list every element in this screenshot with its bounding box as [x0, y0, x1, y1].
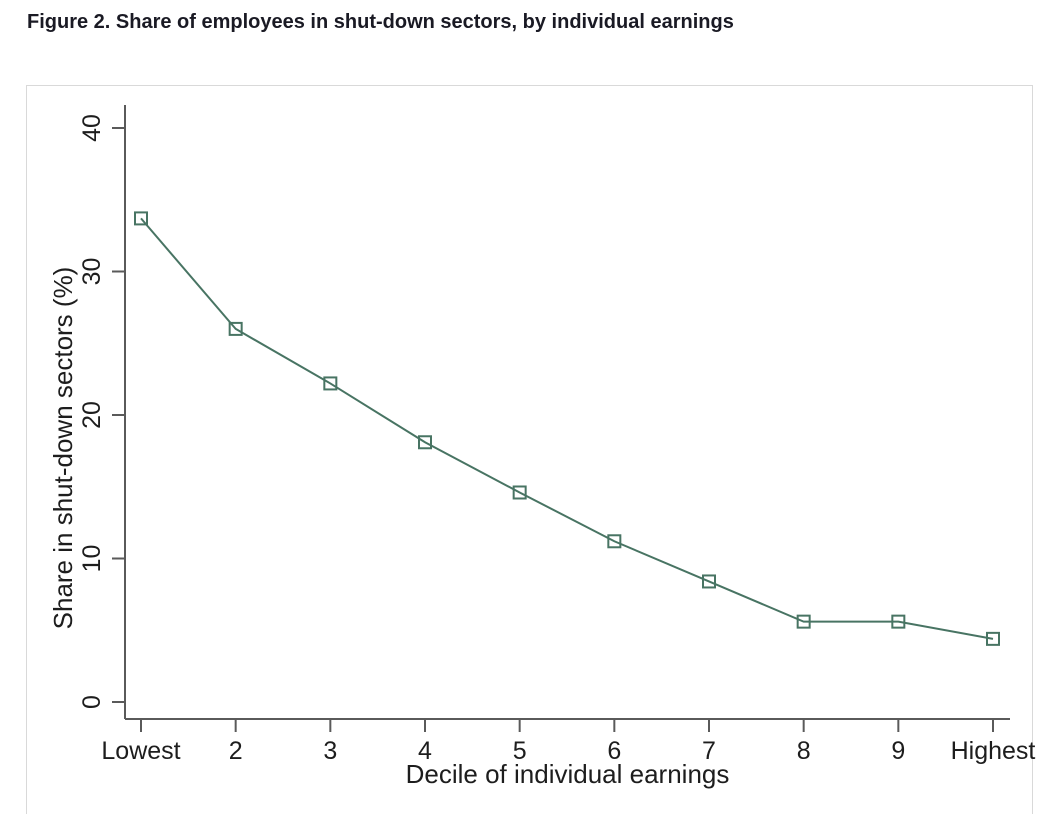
data-point-marker [607, 534, 622, 549]
data-point-marker [891, 614, 906, 629]
data-point-marker [986, 631, 1000, 646]
y-tick-label: 20 [78, 401, 106, 429]
data-line [140, 217, 994, 640]
x-tick-label: 6 [607, 737, 621, 765]
y-tick-label: 0 [78, 695, 106, 709]
data-point-marker [134, 211, 148, 226]
y-tick-label: 10 [78, 545, 106, 573]
data-point-marker [512, 485, 527, 500]
figure-title: Figure 2. Share of employees in shut-dow… [27, 11, 734, 33]
x-tick-label: Highest [951, 737, 1036, 765]
y-tick-label: 40 [78, 114, 106, 142]
x-tick-label: 3 [323, 737, 337, 765]
data-point-marker [323, 376, 338, 391]
chart-frame [26, 85, 1033, 814]
data-point-marker [796, 614, 811, 629]
x-axis-title: Decile of individual earnings [406, 759, 730, 789]
x-tick-label: 9 [891, 737, 905, 765]
data-point-marker [702, 574, 716, 589]
x-tick-label: 8 [797, 737, 811, 765]
data-point-marker [228, 321, 243, 336]
y-axis-title: Share in shut-down sectors (%) [48, 267, 78, 630]
y-tick-label: 30 [78, 258, 106, 286]
x-tick-label: 4 [418, 737, 432, 765]
x-tick-label: 7 [702, 737, 716, 765]
x-tick-label: 5 [513, 737, 527, 765]
x-tick-label: Lowest [101, 737, 180, 765]
x-tick-label: 2 [229, 737, 243, 765]
data-point-marker [418, 435, 432, 450]
